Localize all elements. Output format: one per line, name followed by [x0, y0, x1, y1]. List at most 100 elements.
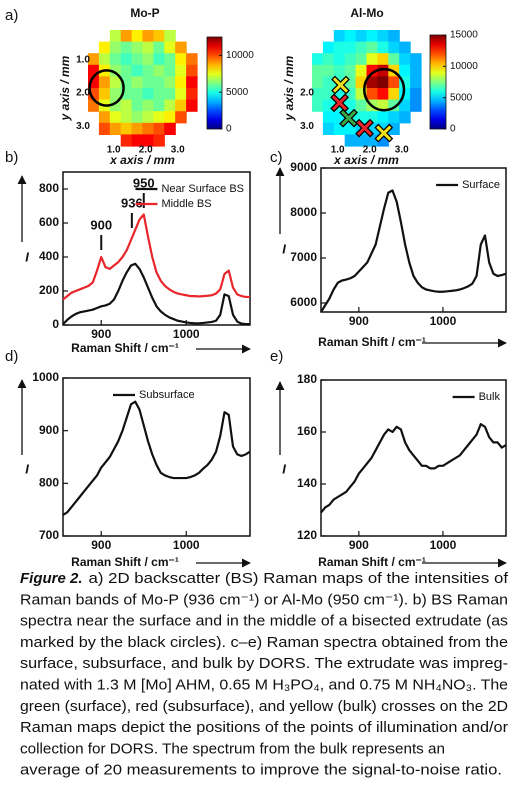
x-tick-label: 1000	[173, 327, 200, 341]
peak-annotation: 936	[121, 195, 143, 210]
caption-line: spectra near the surface and in the midd…	[20, 613, 508, 630]
heatmap-cell	[109, 53, 122, 66]
x-tick-label: 900	[91, 327, 111, 341]
heatmap-cell	[355, 88, 368, 101]
colorbar	[429, 34, 447, 130]
cross-marker	[339, 108, 358, 128]
heatmap-cell	[322, 41, 335, 54]
heatmap-cell	[333, 88, 346, 101]
y-tick-label: 140	[297, 476, 317, 490]
heatmap-cell	[175, 53, 187, 66]
legend: Surface	[436, 179, 500, 191]
heatmap-cell	[98, 41, 111, 54]
heatmap-cell	[186, 99, 198, 112]
heatmap-cell	[355, 53, 368, 66]
panel-label: d)	[5, 348, 18, 365]
y-tick-label: 1.0	[76, 54, 90, 65]
heatmap-cell	[142, 122, 154, 135]
heatmap-cell	[344, 122, 357, 135]
y-tick-label: 9000	[290, 160, 317, 174]
heatmap-cell	[109, 122, 122, 135]
heatmap-cell	[98, 88, 111, 101]
y-axis-label: y axis / mm	[58, 55, 72, 121]
heatmap-cell	[88, 88, 100, 101]
x-tick-label: 1000	[173, 538, 200, 552]
heatmap-cell	[366, 122, 378, 135]
series-line	[62, 262, 250, 326]
heatmap-cell	[142, 30, 154, 43]
heatmap-cell	[98, 111, 111, 124]
peak-annotation: 900	[90, 217, 112, 232]
heatmap-cell	[344, 41, 357, 54]
y-tick-label: 6000	[290, 295, 317, 309]
heatmap-cell	[377, 53, 389, 66]
heatmap-cell	[175, 111, 187, 124]
y-tick-label: 0	[52, 317, 59, 331]
colorbar-tick-label: 0	[450, 124, 456, 135]
panel-label: a)	[5, 7, 18, 24]
colorbar	[206, 36, 223, 130]
heatmap-cell	[153, 53, 165, 66]
legend-label: Surface	[462, 179, 500, 191]
heatmap-cell	[131, 111, 144, 124]
heatmap-cell	[186, 76, 198, 89]
cross-stroke	[356, 120, 373, 136]
y-tick-label: 600	[39, 215, 59, 229]
caption-line: surface, subsurface, and bulk by DORS. T…	[20, 655, 508, 672]
y-tick-label: 120	[297, 528, 317, 542]
heatmap-cell	[120, 122, 133, 135]
heatmap-cell	[131, 41, 144, 54]
heatmap-cell	[344, 30, 357, 43]
x-tick-label: 1000	[430, 538, 457, 552]
y-tick-label: 700	[39, 528, 59, 542]
heatmap-cell	[388, 41, 400, 54]
heatmap-cell	[366, 76, 378, 89]
caption-line: marked by the black circles). c–e) Raman…	[20, 634, 508, 651]
heatmap-cell	[88, 64, 100, 77]
heatmap-cell	[164, 53, 176, 66]
heatmap-cell	[109, 88, 122, 101]
heatmap-cell	[410, 53, 422, 66]
heatmap-cell	[322, 76, 335, 89]
heatmap-cell	[98, 76, 111, 89]
heatmap-cell	[131, 122, 144, 135]
x-axis-label: Raman Shift / cm⁻¹	[71, 341, 179, 355]
cross-stroke	[340, 110, 357, 126]
heatmap-cell	[344, 64, 357, 77]
heatmap-cell	[333, 64, 346, 77]
y-axis-label: I	[25, 249, 29, 264]
heatmap-cell	[333, 41, 346, 54]
heatmap-cell	[355, 41, 368, 54]
heatmap-cell	[388, 30, 400, 43]
legend-label: Subsurface	[139, 389, 195, 401]
heatmap-cell	[175, 76, 187, 89]
cross-marker	[355, 118, 374, 138]
heatmap-cell	[153, 88, 165, 101]
panel-label: e)	[270, 348, 283, 365]
heatmap-cell	[388, 122, 400, 135]
heatmap-cell	[153, 41, 165, 54]
x-axis-label: x axis / mm	[109, 153, 175, 167]
heatmap-cell	[142, 41, 154, 54]
colorbar-tick-label: 5000	[450, 92, 473, 103]
heatmap-cell	[142, 88, 154, 101]
heatmap-cell	[109, 64, 122, 77]
heatmap-cell	[322, 99, 335, 112]
cross-marker	[374, 123, 394, 143]
heatmap-cell	[109, 41, 122, 54]
heatmap-cell	[344, 134, 357, 147]
panel-label: c)	[270, 149, 283, 166]
heatmap-cell	[388, 88, 400, 101]
heatmap-cell	[120, 99, 133, 112]
heatmap-cell	[186, 88, 198, 101]
heatmap-cell	[142, 134, 154, 147]
heatmap-cell	[120, 30, 133, 43]
heatmap-cell	[399, 53, 411, 66]
heatmap-cell	[120, 76, 133, 89]
plot-frame	[320, 167, 507, 313]
heatmap-cell	[388, 76, 400, 89]
heatmap-cell	[333, 122, 346, 135]
y-axis-label: I	[282, 241, 286, 256]
heatmap-cell	[153, 134, 165, 147]
